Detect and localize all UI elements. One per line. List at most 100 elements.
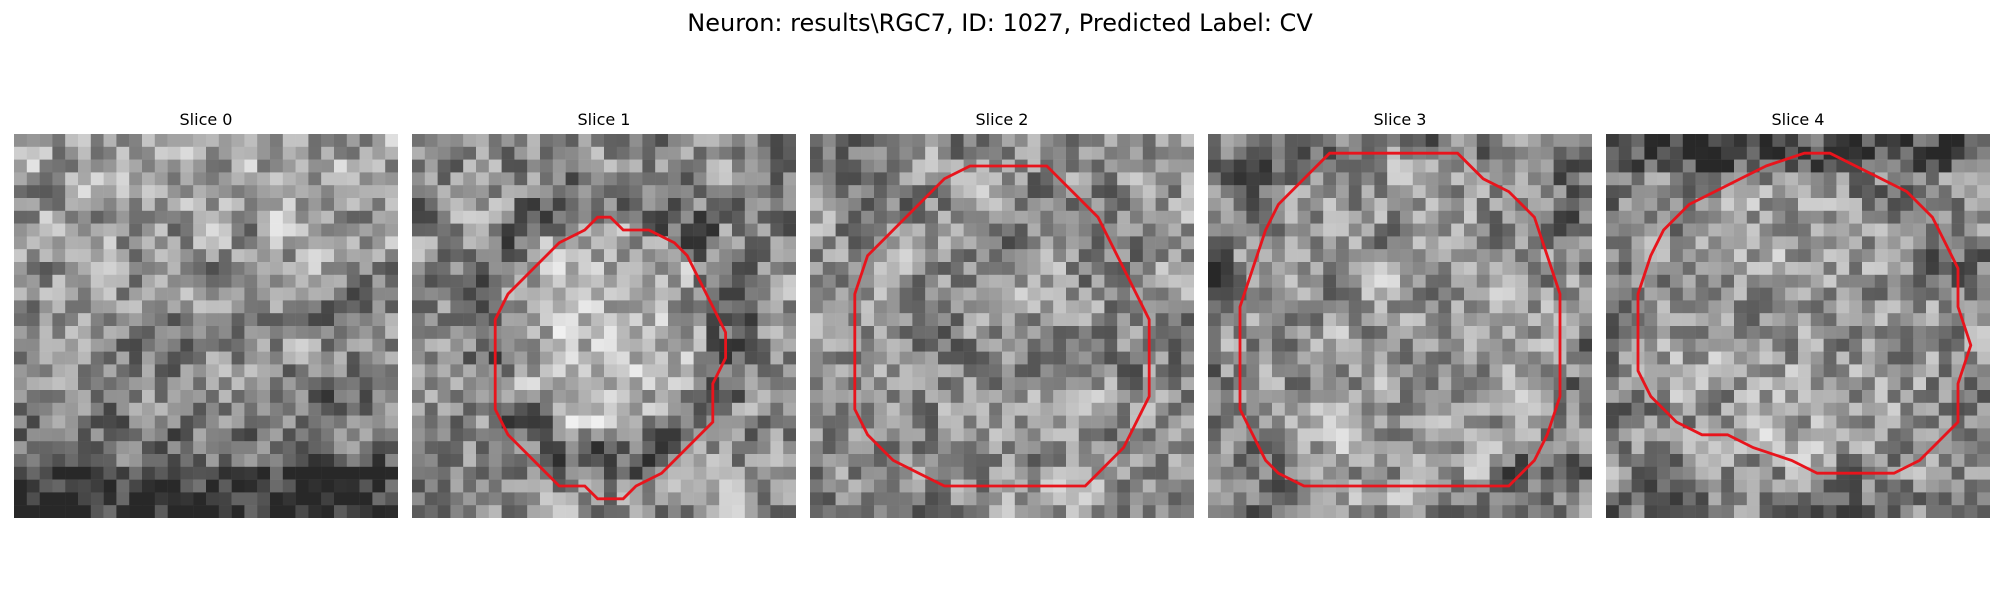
pixel-cell	[65, 159, 79, 173]
pixel-cell	[770, 249, 784, 263]
pixel-cell	[744, 287, 758, 301]
pixel-cell	[1438, 172, 1452, 186]
pixel-cell	[308, 274, 322, 288]
pixel-cell	[668, 492, 682, 506]
pixel-cell	[1233, 492, 1247, 506]
pixel-cell	[244, 223, 258, 237]
pixel-cell	[912, 223, 926, 237]
pixel-cell	[1220, 402, 1234, 416]
pixel-cell	[1451, 441, 1465, 455]
pixel-cell	[52, 274, 66, 288]
pixel-cell	[206, 402, 220, 416]
pixel-cell	[719, 466, 733, 480]
pixel-cell	[1400, 377, 1414, 391]
pixel-cell	[282, 172, 296, 186]
pixel-cell	[129, 262, 143, 276]
pixel-cell	[848, 505, 862, 518]
pixel-cell	[424, 441, 438, 455]
pixel-cell	[874, 262, 888, 276]
pixel-cell	[231, 402, 245, 416]
pixel-cell	[527, 313, 541, 327]
pixel-cell	[1400, 338, 1414, 352]
pixel-cell	[1502, 415, 1516, 429]
pixel-cell	[282, 313, 296, 327]
pixel-cell	[1336, 134, 1350, 148]
pixel-cell	[1400, 223, 1414, 237]
pixel-cell	[142, 198, 156, 212]
pixel-cell	[810, 236, 824, 250]
pixel-cell	[1208, 390, 1222, 404]
pixel-cell	[1913, 441, 1927, 455]
pixel-cell	[1695, 223, 1709, 237]
pixel-cell	[270, 134, 284, 148]
pixel-cell	[1964, 364, 1978, 378]
pixel-cell	[1348, 274, 1362, 288]
pixel-cell	[680, 210, 694, 224]
pixel-cell	[655, 338, 669, 352]
pixel-cell	[1053, 351, 1067, 365]
pixel-cell	[244, 274, 258, 288]
pixel-cell	[1412, 198, 1426, 212]
pixel-cell	[1220, 441, 1234, 455]
pixel-cell	[193, 159, 207, 173]
pixel-cell	[26, 236, 40, 250]
pixel-cell	[1464, 185, 1478, 199]
pixel-cell	[65, 479, 79, 493]
pixel-cell	[1631, 146, 1645, 160]
pixel-cell	[1066, 428, 1080, 442]
pixel-cell	[359, 198, 373, 212]
pixel-cell	[476, 402, 490, 416]
pixel-cell	[65, 249, 79, 263]
pixel-cell	[899, 351, 913, 365]
pixel-cell	[1874, 492, 1888, 506]
pixel-cell	[282, 402, 296, 416]
pixel-cell	[14, 313, 28, 327]
pixel-cell	[52, 146, 66, 160]
pixel-cell	[90, 492, 104, 506]
pixel-cell	[1310, 428, 1324, 442]
pixel-cell	[1053, 262, 1067, 276]
pixel-cell	[629, 351, 643, 365]
pixel-cell	[1208, 466, 1222, 480]
pixel-cell	[1438, 441, 1452, 455]
pixel-cell	[1849, 428, 1863, 442]
pixel-cell	[886, 390, 900, 404]
pixel-cell	[1579, 492, 1592, 506]
pixel-cell	[1425, 185, 1439, 199]
pixel-cell	[501, 249, 515, 263]
pixel-cell	[1721, 159, 1735, 173]
pixel-cell	[39, 402, 53, 416]
pixel-cell	[1027, 326, 1041, 340]
pixel-cell	[1566, 274, 1580, 288]
pixel-cell	[1964, 249, 1978, 263]
pixel-cell	[1155, 505, 1169, 518]
pixel-cell	[1708, 146, 1722, 160]
pixel-cell	[810, 466, 824, 480]
pixel-cell	[1014, 351, 1028, 365]
pixel-cell	[1233, 172, 1247, 186]
pixel-cell	[1913, 466, 1927, 480]
pixel-cell	[899, 428, 913, 442]
pixel-cell	[1078, 300, 1092, 314]
pixel-cell	[1336, 415, 1350, 429]
pixel-cell	[1053, 134, 1067, 148]
pixel-cell	[1670, 466, 1684, 480]
pixel-cell	[78, 390, 92, 404]
pixel-cell	[1297, 326, 1311, 340]
pixel-cell	[1540, 274, 1554, 288]
pixel-cell	[334, 338, 348, 352]
pixel-cell	[372, 364, 386, 378]
pixel-cell	[385, 262, 398, 276]
pixel-cell	[1104, 159, 1118, 173]
pixel-cell	[1117, 338, 1131, 352]
pixel-cell	[822, 377, 836, 391]
pixel-cell	[616, 390, 630, 404]
pixel-cell	[1155, 159, 1169, 173]
pixel-cell	[1657, 134, 1671, 148]
pixel-cell	[1540, 466, 1554, 480]
pixel-cell	[1002, 492, 1016, 506]
pixel-cell	[1579, 415, 1592, 429]
pixel-cell	[899, 377, 913, 391]
pixel-cell	[129, 172, 143, 186]
pixel-cell	[1476, 492, 1490, 506]
